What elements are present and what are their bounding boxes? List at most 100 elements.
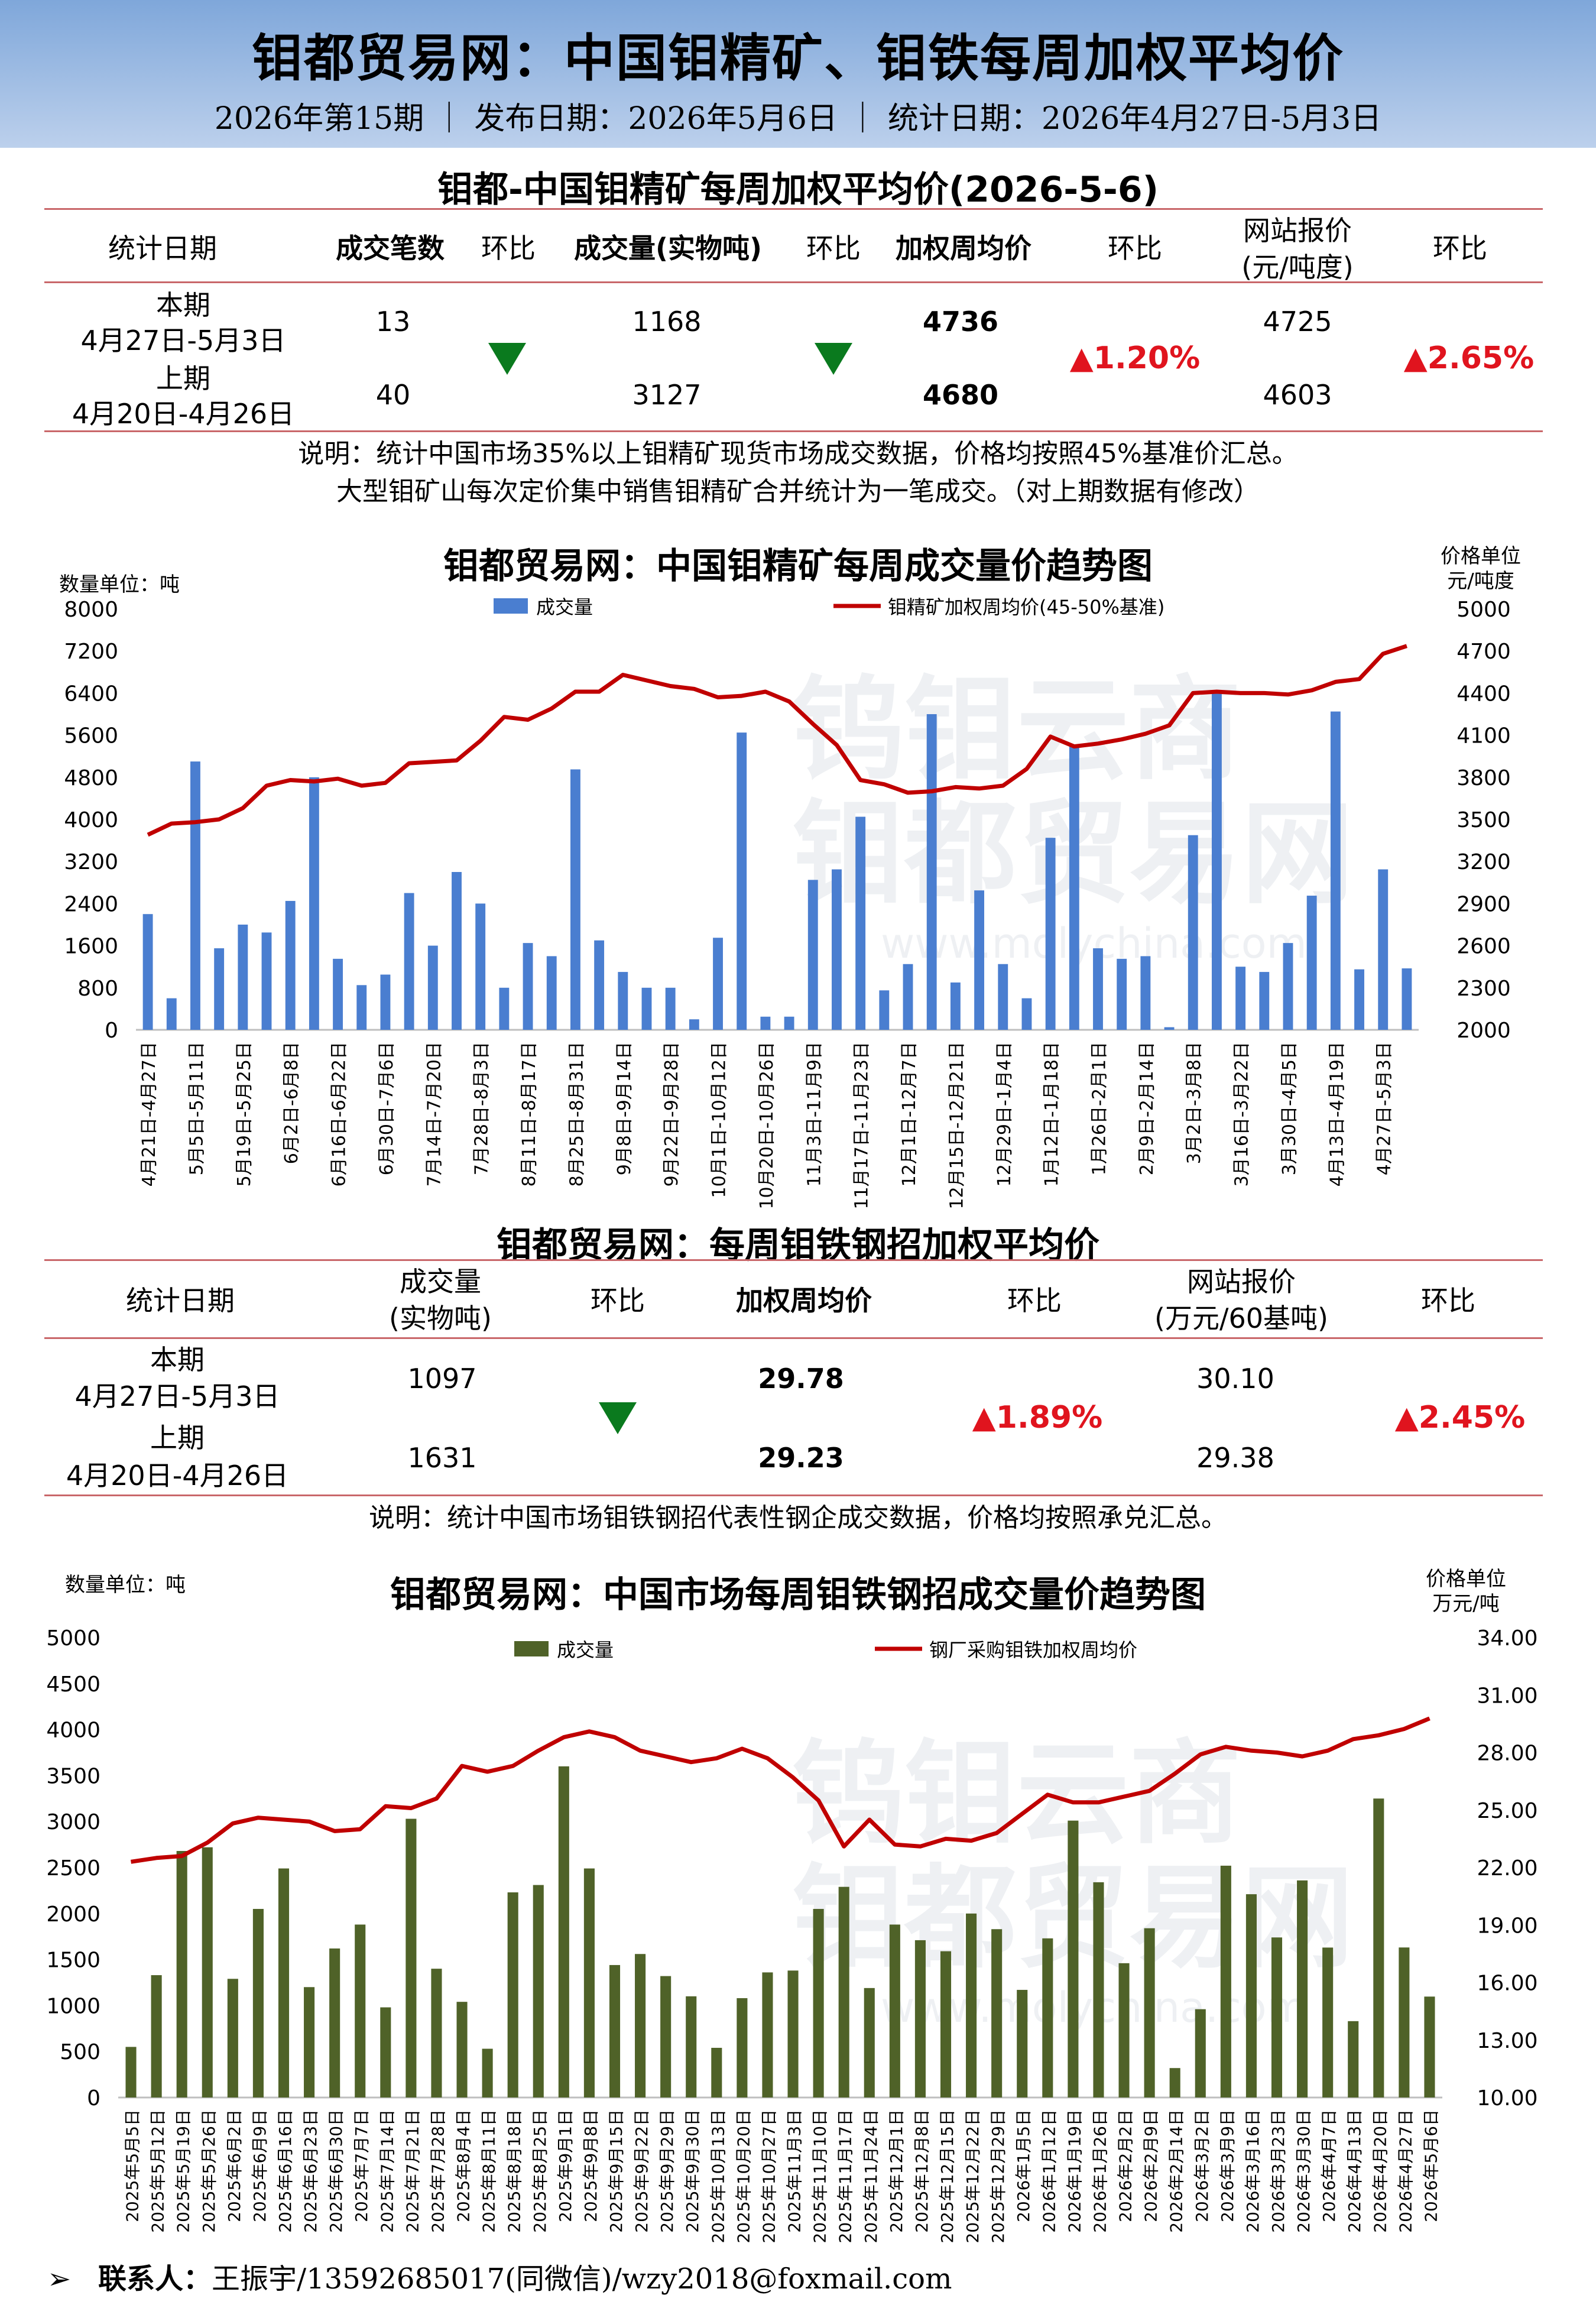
x-tick-label: 7月14日-7月20日 [424, 1042, 445, 1186]
volume-bar [838, 1886, 849, 2097]
legend-bar-label: 成交量 [536, 596, 593, 618]
left-tick-label: 3200 [64, 850, 118, 874]
ore-deals-down-icon [488, 343, 526, 375]
x-tick-label: 2026年1月5日 [1014, 2109, 1033, 2222]
x-tick-label: 2026年1月26日 [1090, 2109, 1110, 2233]
volume-bar [879, 990, 890, 1030]
right-tick-label: 2300 [1456, 977, 1511, 1001]
volume-bar [832, 869, 842, 1030]
volume-bar [1306, 896, 1317, 1030]
x-tick-label: 2025年8月4日 [454, 2109, 473, 2222]
right-tick-label: 19.00 [1477, 1914, 1537, 1938]
fe-previous-quote: 29.38 [1196, 1442, 1274, 1474]
left-tick-label: 800 [77, 977, 118, 1001]
volume-bar [523, 943, 533, 1030]
fe-header-quote: 网站报价 [1187, 1266, 1296, 1298]
volume-bar [762, 1972, 773, 2097]
ore-table-title: 钼都-中国钼精矿每周加权平均价(2026-5-6) [437, 169, 1159, 210]
volume-bar [142, 914, 153, 1030]
right-tick-label: 22.00 [1477, 1856, 1537, 1881]
left-tick-label: 2500 [46, 1856, 100, 1881]
fe-current-price: 29.78 [758, 1363, 844, 1395]
volume-bar [665, 987, 676, 1030]
volume-bar [1283, 943, 1293, 1030]
footer-arrow-icon: ➢ [47, 2262, 98, 2296]
volume-bar [1017, 1989, 1028, 2097]
volume-bar [1211, 690, 1222, 1030]
watermark-line1: 钨钼云商 [792, 1729, 1241, 1859]
x-tick-label: 2026年3月16日 [1243, 2109, 1263, 2233]
fe-header-date: 统计日期 [126, 1285, 235, 1317]
chart-title: 钼都贸易网：中国市场每周钼铁钢招成交量价趋势图 [390, 1574, 1206, 1616]
left-tick-label: 0 [87, 2086, 100, 2111]
fe-header-volume-change: 环比 [591, 1285, 645, 1317]
volume-bar [427, 945, 438, 1030]
ore-header-quote-change: 环比 [1433, 232, 1487, 264]
volume-bar [1195, 2009, 1206, 2097]
right-tick-label: 2600 [1456, 935, 1511, 959]
x-tick-label: 2026年2月9日 [1141, 2109, 1161, 2222]
x-tick-label: 2025年10月20日 [734, 2109, 753, 2244]
right-tick-label: 10.00 [1477, 2086, 1537, 2111]
fe-volume-down-icon [599, 1402, 637, 1434]
ore-current-price: 4736 [922, 306, 999, 338]
x-tick-label: 1月12日-1月18日 [1042, 1042, 1062, 1186]
volume-bar [190, 761, 200, 1030]
x-tick-label: 2025年6月23日 [301, 2109, 320, 2233]
x-tick-label: 10月1日-10月12日 [709, 1042, 730, 1198]
ore-current-quote: 4725 [1263, 306, 1332, 338]
x-tick-label: 2025年5月19日 [174, 2109, 193, 2233]
volume-bar [1402, 968, 1412, 1030]
x-tick-label: 2026年3月30日 [1294, 2109, 1313, 2233]
fe-price-change: ▲1.89% [972, 1400, 1103, 1435]
right-unit-label-2: 元/吨度 [1447, 569, 1514, 593]
volume-bar [713, 938, 723, 1030]
volume-bar [1164, 1027, 1175, 1030]
volume-bar [1045, 838, 1056, 1030]
left-tick-label: 3000 [46, 1810, 100, 1834]
x-tick-label: 4月13日-4月19日 [1326, 1042, 1347, 1186]
x-tick-label: 2025年12月15日 [938, 2109, 957, 2244]
volume-bar [813, 1909, 824, 2097]
volume-bar [546, 956, 557, 1030]
x-tick-label: 2025年9月1日 [556, 2109, 575, 2222]
left-unit-label: 数量单位：吨 [59, 573, 180, 596]
fe-trend-chart: 钨钼云商钼都贸易网www.molychina.com钼都贸易网：中国市场每周钼铁… [46, 1567, 1537, 2244]
x-tick-label: 2026年4月20日 [1370, 2109, 1390, 2233]
fe-header-volume-unit: (实物吨) [389, 1302, 492, 1334]
left-tick-label: 4800 [64, 766, 118, 790]
report-subtitle: 2026年第15期 ｜ 发布日期：2026年5月6日 ｜ 统计日期：2026年4… [214, 101, 1382, 137]
fe-header-price-change: 环比 [1007, 1285, 1062, 1317]
x-tick-label: 2025年12月8日 [912, 2109, 932, 2233]
volume-bar [404, 893, 414, 1030]
right-tick-label: 3200 [1456, 850, 1511, 874]
x-tick-label: 2025年9月15日 [606, 2109, 626, 2233]
watermark-line1: 钨钼云商 [792, 664, 1241, 795]
volume-bar [329, 1948, 340, 2097]
right-tick-label: 34.00 [1477, 1626, 1537, 1651]
x-tick-label: 12月1日-12月7日 [899, 1042, 920, 1186]
left-tick-label: 5000 [46, 1626, 100, 1651]
x-tick-label: 4月27日-5月3日 [1374, 1042, 1395, 1175]
volume-bar [309, 777, 319, 1030]
x-tick-label: 2025年7月28日 [428, 2109, 447, 2233]
left-tick-label: 4000 [64, 808, 118, 832]
volume-bar [711, 2047, 722, 2097]
left-tick-label: 2400 [64, 892, 118, 916]
x-tick-label: 2025年11月17日 [836, 2109, 855, 2244]
fe-previous-label: 上期 [150, 1422, 205, 1454]
x-tick-label: 2025年6月9日 [250, 2109, 270, 2222]
fe-header-quote-unit: (万元/60基吨) [1154, 1302, 1328, 1334]
x-tick-label: 3月2日-3月8日 [1184, 1042, 1205, 1164]
volume-bar [475, 903, 486, 1030]
left-tick-label: 4500 [46, 1672, 100, 1697]
volume-bar [1140, 956, 1151, 1030]
fe-quote-change: ▲2.45% [1394, 1400, 1526, 1435]
right-tick-label: 16.00 [1477, 1972, 1537, 1996]
volume-bar [1373, 1798, 1384, 2097]
ore-header-volume: 成交量(实物吨) [573, 232, 763, 264]
x-tick-label: 2025年11月3日 [785, 2109, 805, 2233]
x-tick-label: 2025年6月16日 [275, 2109, 295, 2233]
x-tick-label: 2025年9月30日 [683, 2109, 702, 2233]
x-tick-label: 5月19日-5月25日 [234, 1042, 255, 1186]
